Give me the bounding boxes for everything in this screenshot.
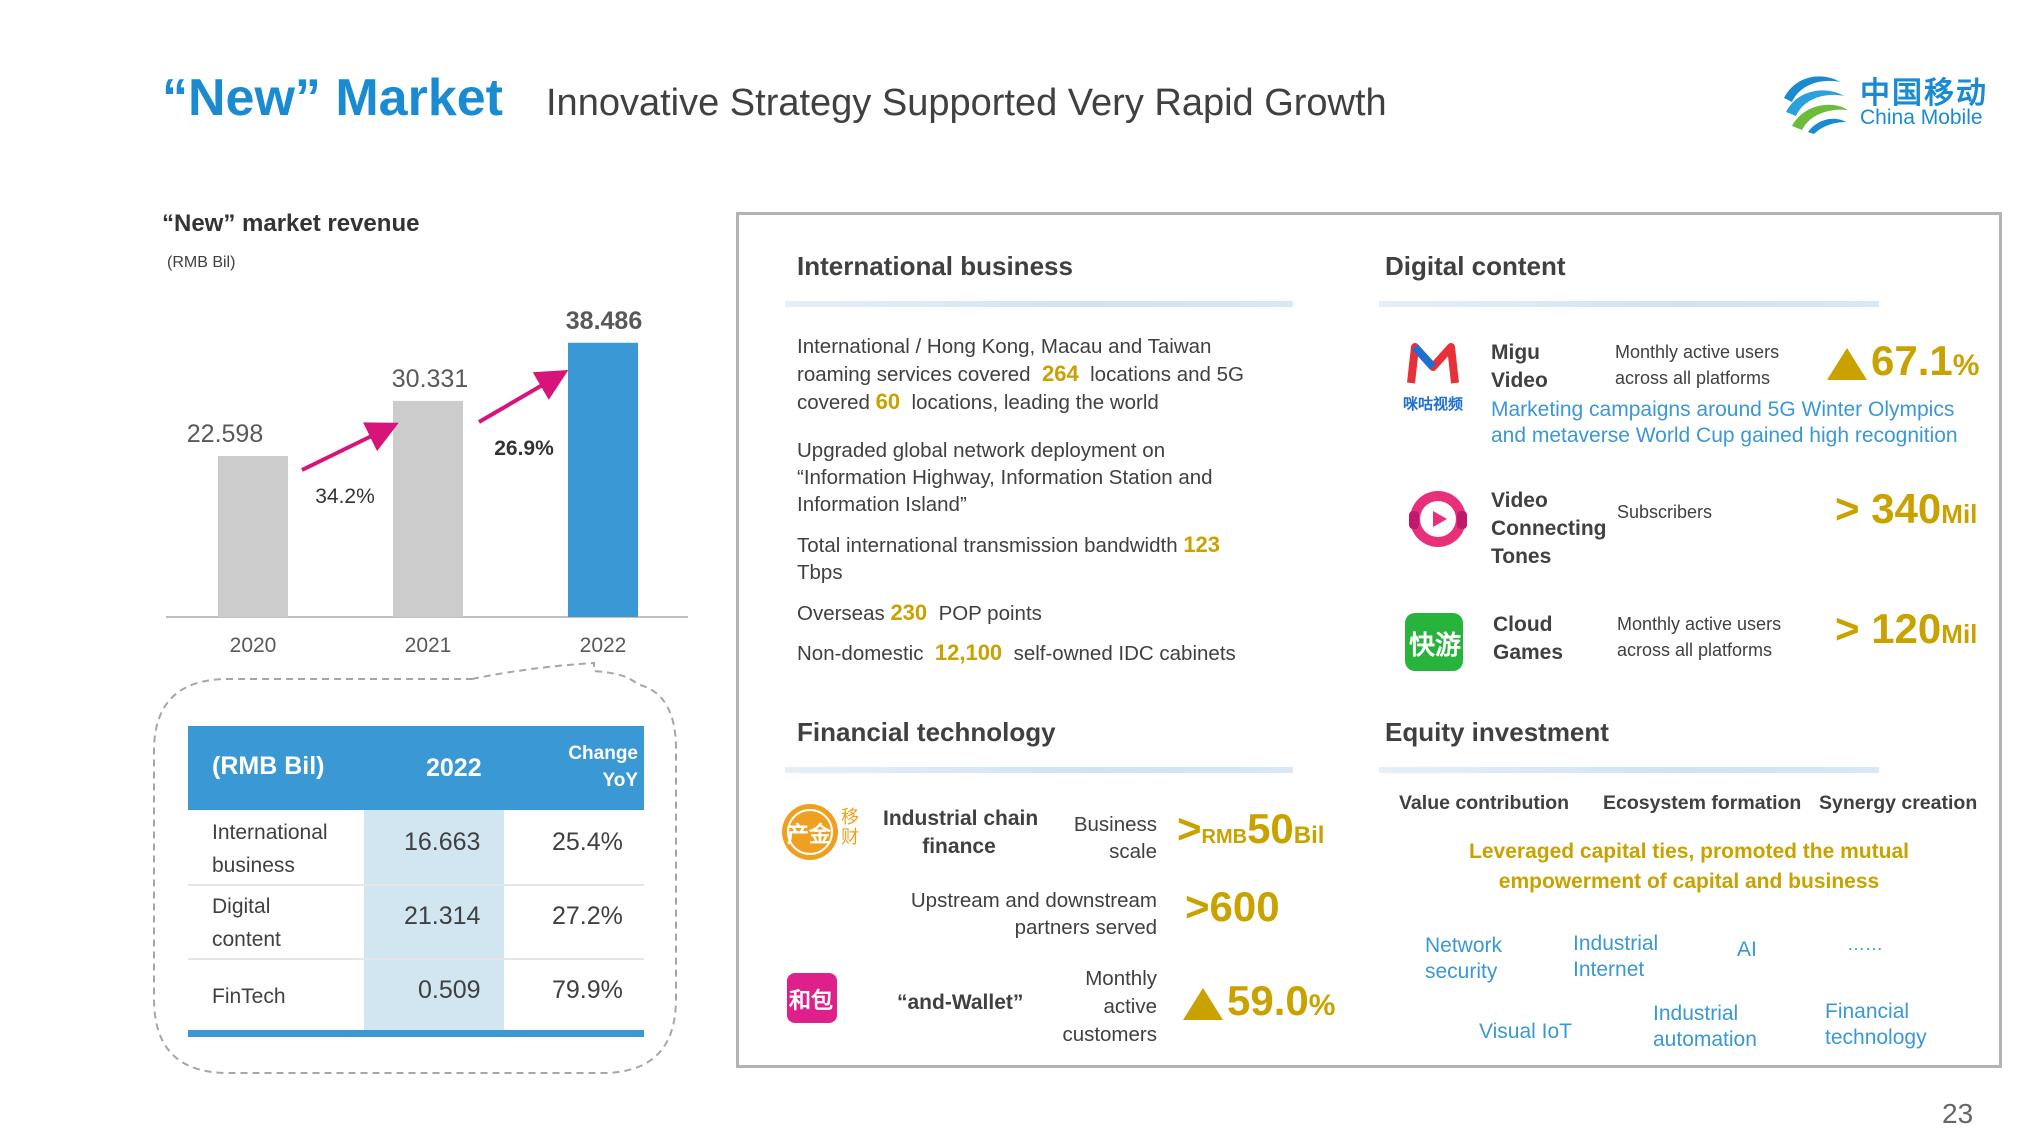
icf-description: Business scale bbox=[1073, 813, 1157, 863]
international-title: International business bbox=[797, 251, 1073, 281]
and-wallet-description: Monthly active customers bbox=[1062, 967, 1157, 1046]
table-header-unit: (RMB Bil) bbox=[212, 752, 325, 780]
table-header-year: 2022 bbox=[426, 754, 482, 782]
equity-tag-ai: AI bbox=[1737, 938, 1757, 961]
vct-subscribers-value: > 340Mil bbox=[1835, 485, 1978, 532]
migu-video-icon: 咪咕视频 bbox=[1403, 341, 1463, 421]
equity-ecosystem-formation: Ecosystem formation bbox=[1603, 792, 1802, 814]
vct-description: Subscribers bbox=[1617, 502, 1713, 522]
international-paragraph-3: Total international transmission bandwid… bbox=[797, 532, 1221, 584]
equity-value-contribution: Value contribution bbox=[1399, 792, 1570, 814]
table-row-change: 27.2% bbox=[552, 902, 623, 930]
logo-chinese-text: 中国移动 bbox=[1860, 77, 1988, 110]
video-ringtone-icon bbox=[1403, 487, 1473, 551]
migu-description: Monthly active users across all platforms bbox=[1615, 342, 1780, 388]
logo-english-text: China Mobile bbox=[1860, 106, 1983, 129]
growth-arrow bbox=[301, 422, 399, 472]
table-row-label: International business bbox=[212, 821, 328, 877]
icf-scale-value: >RMB50Bil bbox=[1177, 805, 1325, 852]
up-triangle-icon bbox=[1827, 347, 1867, 380]
equity-title: Equity investment bbox=[1385, 717, 1609, 747]
bar-value-label: 30.331 bbox=[392, 365, 468, 393]
x-tick-label: 2022 bbox=[580, 634, 627, 657]
revenue-bar-chart: 22.598 2020 30.331 2021 38.486 2022 34.2% 26.9% bbox=[166, 310, 688, 657]
bar-2020 bbox=[218, 455, 288, 617]
cloud-games-icon: 快游 bbox=[1403, 611, 1465, 673]
section-divider bbox=[785, 301, 1293, 307]
x-tick-label: 2020 bbox=[230, 634, 277, 657]
page-number: 23 bbox=[1942, 1098, 1974, 1129]
equity-tag-industrial-internet: Industrial Internet bbox=[1573, 932, 1659, 981]
industrial-chain-finance-icon: 产金 移财 bbox=[779, 801, 865, 863]
table-row-value: 16.663 bbox=[404, 828, 481, 856]
china-mobile-logo: 中国移动 China Mobile bbox=[1778, 66, 1998, 136]
page-title: “New” Market bbox=[162, 69, 503, 127]
cloud-games-label: Cloud Games bbox=[1493, 613, 1564, 664]
table-separator bbox=[188, 884, 644, 886]
equity-highlight: Leveraged capital ties, promoted the mut… bbox=[1469, 840, 1909, 893]
chart-title: “New” market revenue bbox=[162, 210, 420, 237]
table-header-change: Change YoY bbox=[568, 743, 638, 791]
table-row-value: 0.509 bbox=[418, 976, 481, 1004]
international-paragraph-1: International / Hong Kong, Macau and Tai… bbox=[797, 335, 1244, 414]
table-row-label: Digital content bbox=[212, 895, 281, 951]
china-mobile-swirl-icon bbox=[1784, 76, 1848, 134]
page-subtitle: Innovative Strategy Supported Very Rapid… bbox=[546, 82, 1387, 124]
equity-synergy-creation: Synergy creation bbox=[1819, 792, 1978, 814]
table-row-value: 21.314 bbox=[404, 902, 481, 930]
icf-label: Industrial chain finance bbox=[883, 807, 1039, 858]
table-value-column-shade bbox=[364, 810, 504, 1032]
cloud-games-description: Monthly active users across all platforms bbox=[1617, 614, 1782, 660]
bar-2022 bbox=[568, 342, 638, 617]
international-paragraph-4: Overseas 230 POP points bbox=[797, 600, 1042, 625]
equity-tag-industrial-automation: Industrial automation bbox=[1653, 1002, 1757, 1051]
equity-tag-network-security: Network security bbox=[1425, 934, 1503, 983]
migu-label: Migu Video bbox=[1491, 341, 1548, 392]
growth-label: 34.2% bbox=[315, 485, 375, 508]
equity-tag-financial-technology: Financial technology bbox=[1825, 1000, 1927, 1049]
growth-label: 26.9% bbox=[494, 437, 554, 460]
x-tick-label: 2021 bbox=[405, 634, 452, 657]
international-paragraph-2: Upgraded global network deployment on “I… bbox=[797, 439, 1213, 516]
international-paragraph-5: Non-domestic 12,100 self-owned IDC cabin… bbox=[797, 640, 1236, 665]
table-header bbox=[188, 726, 644, 810]
table-callout-outline bbox=[153, 661, 677, 1074]
table-row-change: 79.9% bbox=[552, 976, 623, 1004]
table-bottom-bar bbox=[188, 1030, 644, 1037]
fintech-title: Financial technology bbox=[797, 717, 1056, 747]
and-wallet-icon: 和包 bbox=[785, 971, 839, 1025]
partners-description: Upstream and downstream partners served bbox=[910, 889, 1157, 939]
and-wallet-label: “and-Wallet” bbox=[897, 991, 1024, 1014]
bar-value-label: 22.598 bbox=[187, 420, 263, 448]
business-panel: International business International / H… bbox=[736, 212, 2002, 1068]
bar-value-label: 38.486 bbox=[566, 310, 642, 335]
section-divider bbox=[785, 767, 1293, 773]
equity-tag-visual-iot: Visual IoT bbox=[1479, 1020, 1572, 1043]
growth-arrow bbox=[477, 369, 569, 424]
chart-unit: (RMB Bil) bbox=[167, 254, 236, 271]
migu-highlight: Marketing campaigns around 5G Winter Oly… bbox=[1491, 398, 1958, 447]
cloud-games-value: > 120Mil bbox=[1835, 605, 1978, 652]
up-triangle-icon bbox=[1183, 987, 1223, 1020]
section-divider bbox=[1379, 301, 1879, 307]
section-divider bbox=[1379, 767, 1879, 773]
and-wallet-growth-value: 59.0% bbox=[1183, 977, 1335, 1025]
vct-label: Video Connecting Tones bbox=[1491, 489, 1607, 568]
digital-content-title: Digital content bbox=[1385, 251, 1566, 281]
table-row-change: 25.4% bbox=[552, 828, 623, 856]
bar-2021 bbox=[393, 400, 463, 617]
partners-value: >600 bbox=[1185, 883, 1280, 930]
migu-growth-value: 67.1% bbox=[1827, 337, 1979, 385]
equity-tag-more: …… bbox=[1847, 934, 1883, 954]
table-separator bbox=[188, 958, 644, 960]
table-row-label: FinTech bbox=[212, 985, 286, 1008]
